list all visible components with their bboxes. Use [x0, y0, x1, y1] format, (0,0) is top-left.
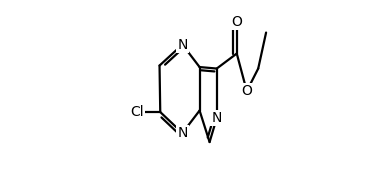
Text: N: N: [177, 38, 188, 51]
Text: Cl: Cl: [131, 105, 144, 119]
Text: N: N: [212, 111, 222, 125]
Text: O: O: [241, 84, 252, 98]
Text: N: N: [177, 126, 188, 140]
Text: O: O: [231, 15, 242, 29]
